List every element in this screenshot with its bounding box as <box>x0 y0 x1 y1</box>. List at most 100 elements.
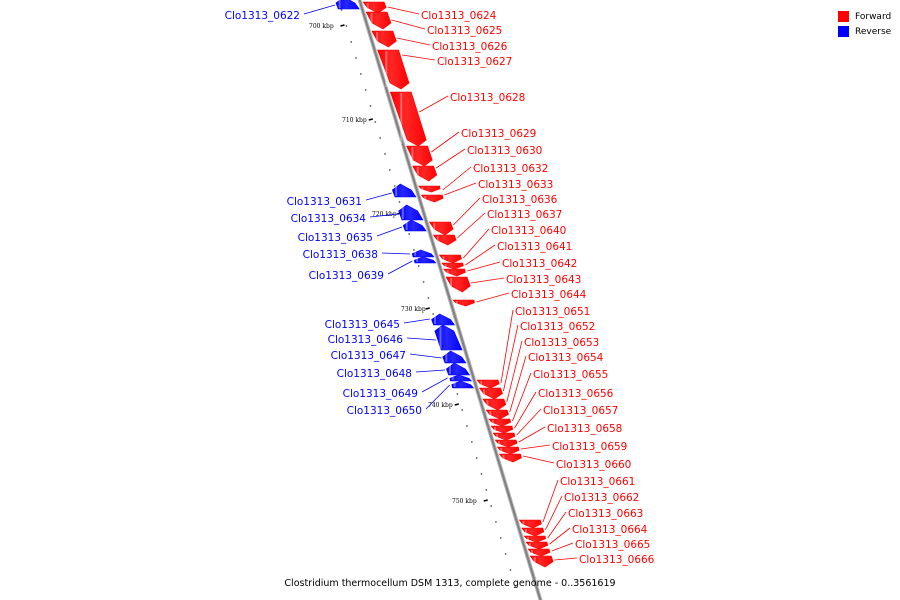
gene-clo1313_0626[interactable]: Clo1313_0626 <box>371 30 508 53</box>
gene-label[interactable]: Clo1313_0640 <box>491 225 566 237</box>
gene-label[interactable]: Clo1313_0655 <box>533 369 608 381</box>
gene-label[interactable]: Clo1313_0635 <box>298 232 373 244</box>
gene-label[interactable]: Clo1313_0649 <box>343 388 418 400</box>
gene-clo1313_0632[interactable]: Clo1313_0632 <box>417 163 549 193</box>
gene-label[interactable]: Clo1313_0643 <box>506 274 581 286</box>
gene-label[interactable]: Clo1313_0651 <box>515 306 590 318</box>
gene-arrow[interactable] <box>406 145 433 167</box>
gene-arrow[interactable] <box>478 387 503 400</box>
gene-clo1313_0641[interactable]: Clo1313_0641 <box>441 241 573 270</box>
gene-arrow[interactable] <box>432 234 457 246</box>
gene-clo1313_0647[interactable]: Clo1313_0647 <box>331 350 467 364</box>
gene-arrow[interactable] <box>412 165 438 182</box>
gene-clo1313_0624[interactable]: Clo1313_0624 <box>362 1 497 22</box>
gene-label[interactable]: Clo1313_0626 <box>432 41 508 53</box>
gene-arrow[interactable] <box>485 409 509 420</box>
gene-label[interactable]: Clo1313_0644 <box>511 289 587 301</box>
gene-label[interactable]: Clo1313_0642 <box>502 258 577 270</box>
gene-label[interactable]: Clo1313_0666 <box>579 554 655 566</box>
gene-label[interactable]: Clo1313_0633 <box>478 179 553 191</box>
gene-label[interactable]: Clo1313_0657 <box>543 405 618 417</box>
gene-clo1313_0650[interactable]: Clo1313_0650 <box>347 380 475 417</box>
gene-arrow[interactable] <box>445 276 471 293</box>
gene-label[interactable]: Clo1313_0646 <box>328 334 404 346</box>
gene-label[interactable]: Clo1313_0637 <box>487 209 562 221</box>
gene-arrow[interactable] <box>362 1 387 14</box>
gene-arrow[interactable] <box>398 204 424 221</box>
gene-clo1313_0639[interactable]: Clo1313_0639 <box>309 256 437 282</box>
gene-label[interactable]: Clo1313_0653 <box>524 337 599 349</box>
gene-arrow[interactable] <box>496 446 520 455</box>
gene-clo1313_0642[interactable]: Clo1313_0642 <box>443 258 578 277</box>
gene-label[interactable]: Clo1313_0631 <box>287 196 362 208</box>
gene-label[interactable]: Clo1313_0632 <box>473 163 548 175</box>
gene-clo1313_0636[interactable]: Clo1313_0636 <box>428 194 558 236</box>
gene-label[interactable]: Clo1313_0629 <box>461 128 536 140</box>
gene-clo1313_0662[interactable]: Clo1313_0662 <box>521 492 640 537</box>
gene-arrow[interactable] <box>451 380 475 389</box>
gene-arrow[interactable] <box>492 432 516 441</box>
gene-label[interactable]: Clo1313_0654 <box>528 352 604 364</box>
gene-arrow[interactable] <box>371 30 397 48</box>
gene-clo1313_0634[interactable]: Clo1313_0634 <box>291 204 424 225</box>
gene-clo1313_0652[interactable]: Clo1313_0652 <box>478 321 596 400</box>
gene-arrow[interactable] <box>494 439 518 448</box>
gene-clo1313_0655[interactable]: Clo1313_0655 <box>488 369 608 427</box>
gene-arrow[interactable] <box>441 262 464 270</box>
gene-clo1313_0653[interactable]: Clo1313_0653 <box>482 337 600 411</box>
gene-clo1313_0627[interactable]: Clo1313_0627 <box>377 49 513 90</box>
gene-clo1313_0644[interactable]: Clo1313_0644 <box>452 289 587 307</box>
gene-arrow[interactable] <box>442 350 467 364</box>
gene-clo1313_0654[interactable]: Clo1313_0654 <box>485 352 604 420</box>
gene-arrow[interactable] <box>443 268 466 277</box>
gene-arrow[interactable] <box>389 91 427 147</box>
gene-arrow[interactable] <box>434 324 463 351</box>
gene-label[interactable]: Clo1313_0622 <box>225 10 300 22</box>
gene-clo1313_0664[interactable]: Clo1313_0664 <box>525 524 648 550</box>
gene-arrow[interactable] <box>420 194 444 203</box>
gene-label[interactable]: Clo1313_0628 <box>450 92 525 104</box>
gene-clo1313_0660[interactable]: Clo1313_0660 <box>498 453 631 471</box>
gene-arrow[interactable] <box>521 527 545 537</box>
gene-clo1313_0631[interactable]: Clo1313_0631 <box>287 183 417 208</box>
gene-arrow[interactable] <box>498 453 522 463</box>
gene-label[interactable]: Clo1313_0662 <box>564 492 639 504</box>
gene-label[interactable]: Clo1313_0660 <box>556 459 631 471</box>
gene-clo1313_0658[interactable]: Clo1313_0658 <box>494 423 622 448</box>
gene-clo1313_0625[interactable]: Clo1313_0625 <box>365 11 502 37</box>
gene-clo1313_0646[interactable]: Clo1313_0646 <box>328 324 463 351</box>
gene-arrow[interactable] <box>365 11 392 30</box>
gene-label[interactable]: Clo1313_0627 <box>437 56 512 68</box>
gene-arrow[interactable] <box>523 535 547 543</box>
gene-arrow[interactable] <box>417 185 441 193</box>
gene-clo1313_0635[interactable]: Clo1313_0635 <box>298 219 427 244</box>
gene-clo1313_0643[interactable]: Clo1313_0643 <box>445 274 581 293</box>
gene-clo1313_0637[interactable]: Clo1313_0637 <box>432 209 562 246</box>
gene-arrow[interactable] <box>527 548 551 557</box>
gene-clo1313_0656[interactable]: Clo1313_0656 <box>490 388 614 434</box>
gene-label[interactable]: Clo1313_0659 <box>552 441 627 453</box>
gene-arrow[interactable] <box>529 555 554 568</box>
gene-clo1313_0648[interactable]: Clo1313_0648 <box>337 362 471 380</box>
gene-clo1313_0622[interactable]: Clo1313_0622 <box>225 0 360 22</box>
gene-label[interactable]: Clo1313_0641 <box>497 241 572 253</box>
gene-clo1313_0651[interactable]: Clo1313_0651 <box>476 306 590 389</box>
gene-clo1313_0645[interactable]: Clo1313_0645 <box>325 313 456 331</box>
gene-label[interactable]: Clo1313_0639 <box>309 270 384 282</box>
gene-clo1313_0629[interactable]: Clo1313_0629 <box>406 128 537 167</box>
gene-label[interactable]: Clo1313_0636 <box>482 194 558 206</box>
gene-label[interactable]: Clo1313_0665 <box>575 539 650 551</box>
gene-clo1313_0666[interactable]: Clo1313_0666 <box>529 554 655 568</box>
gene-arrow[interactable] <box>335 0 360 10</box>
gene-label[interactable]: Clo1313_0652 <box>520 321 595 333</box>
gene-arrow[interactable] <box>413 256 437 264</box>
gene-label[interactable]: Clo1313_0658 <box>547 423 622 435</box>
gene-clo1313_0661[interactable]: Clo1313_0661 <box>518 476 635 529</box>
gene-clo1313_0657[interactable]: Clo1313_0657 <box>492 405 618 441</box>
gene-label[interactable]: Clo1313_0645 <box>325 319 400 331</box>
gene-label[interactable]: Clo1313_0664 <box>572 524 648 536</box>
gene-label[interactable]: Clo1313_0648 <box>337 368 412 380</box>
gene-label[interactable]: Clo1313_0661 <box>560 476 635 488</box>
gene-label[interactable]: Clo1313_0625 <box>427 25 502 37</box>
gene-label[interactable]: Clo1313_0634 <box>291 213 367 225</box>
